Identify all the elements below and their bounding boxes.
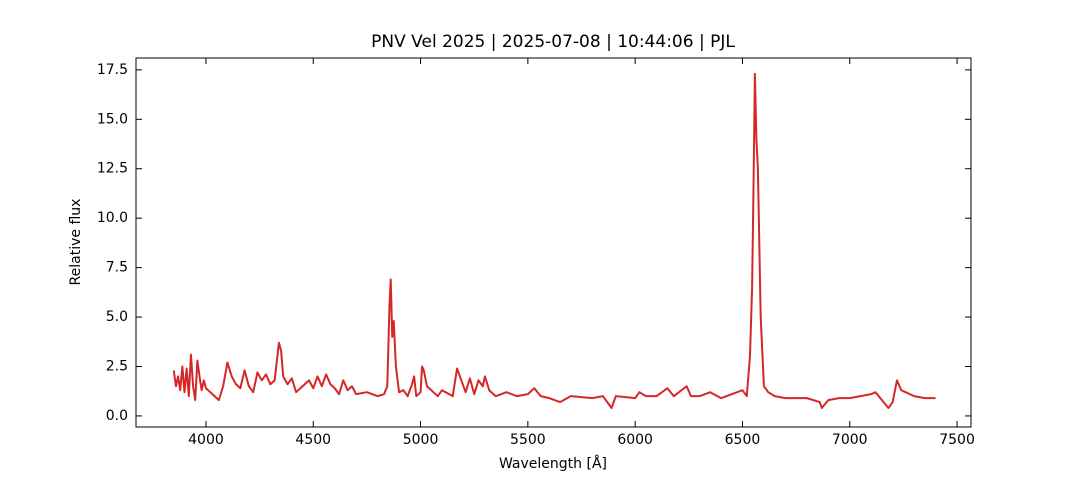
- x-tick-label: 6500: [725, 432, 761, 448]
- y-tick-label: 0.0: [106, 408, 128, 424]
- x-tick-label: 5000: [403, 432, 439, 448]
- y-tick-label: 12.5: [97, 161, 128, 177]
- chart-title: PNV Vel 2025 | 2025-07-08 | 10:44:06 | P…: [371, 32, 735, 52]
- y-tick-label: 10.0: [97, 210, 128, 226]
- x-axis-label: Wavelength [Å]: [499, 455, 607, 472]
- y-axis-label: Relative flux: [68, 199, 84, 286]
- x-tick-label: 6000: [617, 432, 653, 448]
- y-tick-label: 5.0: [106, 309, 128, 325]
- plot-frame: [135, 57, 972, 428]
- x-tick-label: 7500: [939, 432, 975, 448]
- y-tick-label: 15.0: [97, 111, 128, 127]
- y-tick-label: 2.5: [106, 358, 128, 374]
- x-tick-label: 4000: [188, 432, 224, 448]
- x-tick-label: 4500: [295, 432, 331, 448]
- x-tick-label: 5500: [510, 432, 546, 448]
- x-tick-label: 7000: [832, 432, 868, 448]
- spectrum-line: [172, 72, 936, 410]
- y-tick-label: 17.5: [97, 62, 128, 78]
- y-tick-label: 7.5: [106, 260, 128, 276]
